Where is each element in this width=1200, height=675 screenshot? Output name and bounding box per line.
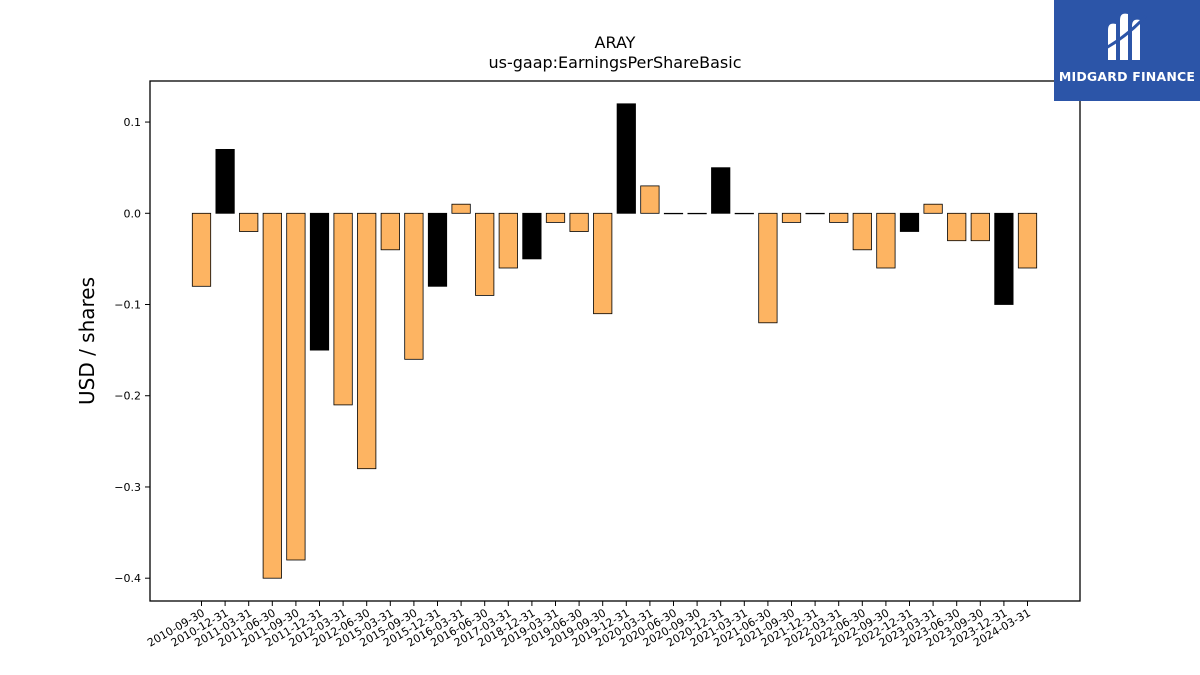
bar-2021-09-30 (781, 212, 802, 223)
bar-2021-12-31 (805, 212, 825, 215)
plot-frame (149, 80, 1081, 602)
bar-2016-03-31 (451, 203, 471, 214)
bar-2021-06-30 (758, 212, 778, 324)
bar-2011-03-31 (239, 212, 259, 232)
y-tick-label: −0.3 (114, 481, 141, 494)
bar-2021-03-31 (734, 212, 754, 215)
bar-2011-12-31 (309, 212, 330, 351)
y-tick-label: 0.1 (124, 116, 142, 129)
chart-title: ARAY (595, 33, 636, 52)
y-tick-label: 0.0 (124, 207, 142, 220)
bar-2017-03-31 (498, 212, 518, 269)
y-axis-label: USD / shares (75, 277, 99, 405)
bar-2020-09-30 (687, 212, 707, 215)
bar-2010-09-30 (191, 212, 212, 287)
bar-2011-06-30 (262, 212, 282, 579)
chart-subtitle: us-gaap:EarningsPerShareBasic (488, 53, 741, 72)
y-tick-label: −0.2 (114, 390, 141, 403)
bar-2012-06-30 (357, 212, 377, 470)
bar-2010-12-31 (215, 148, 235, 214)
logo-mark-icon (1105, 13, 1148, 61)
bar-2023-12-31 (994, 212, 1014, 305)
bar-2011-09-30 (286, 212, 306, 561)
bar-2019-12-31 (616, 103, 636, 214)
x-axis: 2010-09-302010-12-312011-03-312011-06-30… (145, 601, 1033, 650)
bar-2022-03-31 (829, 212, 849, 223)
bar-2020-12-31 (711, 167, 731, 214)
bar-2020-03-31 (640, 185, 660, 214)
bar-2024-03-31 (1017, 212, 1038, 269)
bar-2015-03-31 (380, 212, 400, 251)
bar-2022-06-30 (852, 212, 872, 251)
midgard-finance-logo: MIDGARD FINANCE (1054, 0, 1200, 101)
bar-2022-12-31 (899, 212, 920, 232)
bar-2016-06-30 (475, 212, 495, 296)
bar-2019-09-30 (593, 212, 613, 315)
bars-group (191, 103, 1038, 579)
bar-2022-09-30 (876, 212, 896, 269)
bar-2023-06-30 (947, 212, 967, 242)
y-tick-label: −0.4 (114, 572, 141, 585)
bar-2019-03-31 (545, 212, 566, 223)
bar-2019-06-30 (569, 212, 589, 232)
bar-2023-03-31 (923, 203, 943, 214)
bar-2023-09-30 (970, 212, 990, 242)
bar-2015-12-31 (427, 212, 448, 287)
bar-2018-12-31 (522, 212, 542, 260)
bar-2012-03-31 (333, 212, 353, 406)
bar-2020-06-30 (663, 212, 684, 215)
bar-2015-09-30 (404, 212, 424, 360)
y-axis: 0.1 0.0 −0.1 −0.2 −0.3 −0.4 (114, 116, 150, 585)
y-tick-label: −0.1 (114, 299, 141, 312)
logo-text: MIDGARD FINANCE (1058, 69, 1196, 84)
